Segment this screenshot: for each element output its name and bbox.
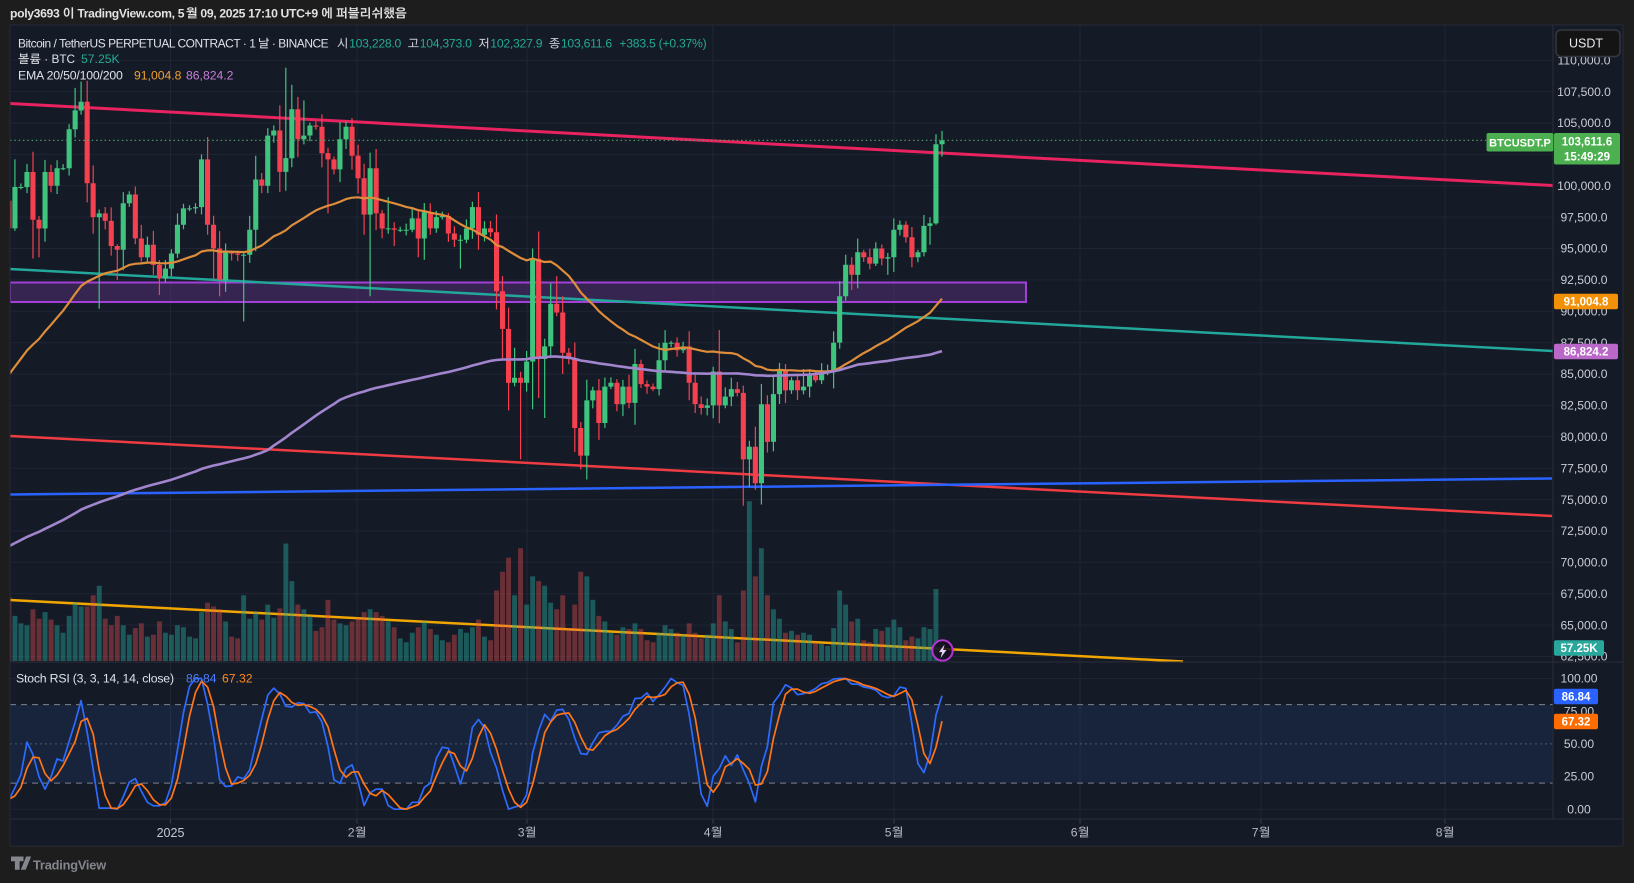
svg-text:67.32: 67.32 xyxy=(1562,717,1591,729)
svg-text:25.00: 25.00 xyxy=(1564,770,1595,784)
svg-text:82,500.0: 82,500.0 xyxy=(1560,399,1607,413)
svg-text:75,000.0: 75,000.0 xyxy=(1560,493,1607,507)
svg-text:15:49:29: 15:49:29 xyxy=(1564,152,1610,164)
svg-text:+383.5 (+0.37%): +383.5 (+0.37%) xyxy=(619,37,706,51)
svg-text:77,500.0: 77,500.0 xyxy=(1560,461,1607,475)
svg-text:Stoch RSI (3, 3, 14, 14, close: Stoch RSI (3, 3, 14, 14, close) xyxy=(16,672,174,686)
svg-text:57.25K: 57.25K xyxy=(81,52,120,66)
svg-text:67,500.0: 67,500.0 xyxy=(1560,587,1607,601)
svg-text:4: 4 xyxy=(704,826,711,840)
svg-text:103,611.6: 103,611.6 xyxy=(561,37,613,51)
svg-text:100,000.0: 100,000.0 xyxy=(1557,179,1611,193)
svg-text:105,000.0: 105,000.0 xyxy=(1557,116,1611,130)
svg-text:80,000.0: 80,000.0 xyxy=(1560,430,1607,444)
svg-text:85,000.0: 85,000.0 xyxy=(1560,367,1607,381)
svg-text:Bitcoin / TetherUS PERPETUAL C: Bitcoin / TetherUS PERPETUAL CONTRACT · … xyxy=(18,37,256,51)
svg-text:95,000.0: 95,000.0 xyxy=(1560,242,1607,256)
svg-text:7: 7 xyxy=(1252,826,1259,840)
svg-text:97,500.0: 97,500.0 xyxy=(1560,210,1607,224)
svg-text:104,373.0: 104,373.0 xyxy=(420,37,472,51)
svg-text:3: 3 xyxy=(518,826,525,840)
svg-text:86,824.2: 86,824.2 xyxy=(186,69,234,83)
svg-text:100.00: 100.00 xyxy=(1561,672,1598,686)
svg-text:2025: 2025 xyxy=(157,826,185,840)
svg-text:67.32: 67.32 xyxy=(222,672,253,686)
svg-text:86.84: 86.84 xyxy=(186,672,217,686)
svg-text:BTCUSDT.P: BTCUSDT.P xyxy=(1489,138,1551,150)
svg-text:USDT: USDT xyxy=(1569,37,1603,51)
svg-text:TradingView: TradingView xyxy=(33,858,106,873)
svg-text:5: 5 xyxy=(885,826,892,840)
svg-text:86.84: 86.84 xyxy=(1562,692,1591,704)
svg-text:0.00: 0.00 xyxy=(1567,802,1591,816)
svg-text:72,500.0: 72,500.0 xyxy=(1560,524,1607,538)
svg-text:103,228.0: 103,228.0 xyxy=(349,37,401,51)
svg-text:poly3693: poly3693 xyxy=(10,7,62,21)
svg-text:91,004.8: 91,004.8 xyxy=(134,69,182,83)
svg-text:103,611.6: 103,611.6 xyxy=(1562,137,1613,149)
svg-text:57.25K: 57.25K xyxy=(1560,643,1598,655)
svg-text:· BTC: · BTC xyxy=(41,52,76,66)
svg-text:70,000.0: 70,000.0 xyxy=(1560,556,1607,570)
svg-text:6: 6 xyxy=(1071,826,1078,840)
svg-text:86,824.2: 86,824.2 xyxy=(1564,347,1609,359)
svg-text:50.00: 50.00 xyxy=(1564,737,1595,751)
svg-text:EMA 20/50/100/200: EMA 20/50/100/200 xyxy=(18,69,123,83)
svg-text:8: 8 xyxy=(1436,826,1443,840)
svg-text:91,004.8: 91,004.8 xyxy=(1564,297,1609,309)
svg-text:92,500.0: 92,500.0 xyxy=(1560,273,1607,287)
svg-text:102,327.9: 102,327.9 xyxy=(490,37,542,51)
svg-text:65,000.0: 65,000.0 xyxy=(1560,618,1607,632)
svg-text:TradingView.com, 5: TradingView.com, 5 xyxy=(74,7,184,21)
svg-text:· BINANCE: · BINANCE xyxy=(269,37,329,51)
svg-text:107,500.0: 107,500.0 xyxy=(1557,85,1611,99)
svg-text:09, 2025 17:10 UTC+9: 09, 2025 17:10 UTC+9 xyxy=(197,7,320,21)
svg-text:2: 2 xyxy=(348,826,355,840)
